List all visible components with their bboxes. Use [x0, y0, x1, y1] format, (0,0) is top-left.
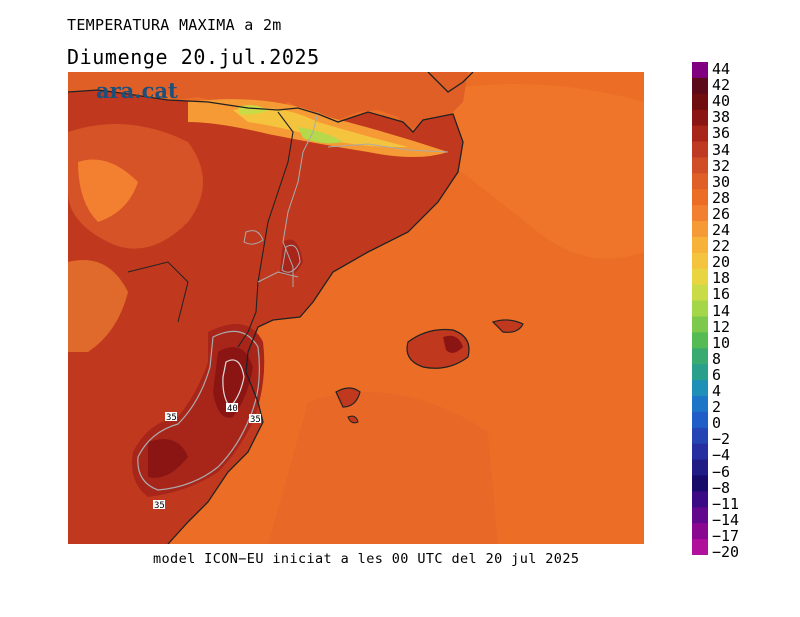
color-scale-label: −14 [712, 510, 740, 529]
contour-label-text: 40 [227, 404, 238, 414]
color-scale-label: 16 [712, 285, 731, 304]
color-scale-step [692, 284, 708, 302]
color-scale-label: 32 [712, 156, 731, 175]
contour-label-text: 35 [250, 415, 261, 425]
color-scale-labels: 44 42 40 38 36 34 32 30 28 26 24 22 20 18 16 14 12 10 8 6 4 2… [712, 62, 792, 560]
color-scale-label: 22 [712, 237, 731, 256]
color-scale-step [692, 252, 708, 270]
contour-label-text: 35 [154, 501, 165, 511]
region-border [327, 143, 449, 153]
highland-patch [78, 159, 138, 222]
pyrenees-high [233, 107, 408, 148]
color-scale-label: −2 [712, 430, 731, 449]
color-scale-step [692, 523, 708, 540]
color-scale-label: 26 [712, 204, 731, 223]
color-scale-label: 6 [712, 365, 722, 384]
extreme-region [148, 439, 188, 478]
ara-cat-logo: ara.cat [96, 78, 178, 103]
color-scale-label: −20 [712, 543, 740, 561]
color-scale-label: 2 [712, 398, 722, 417]
color-scale-label: 28 [712, 188, 731, 207]
color-scale-step [692, 459, 708, 477]
color-scale-label: 24 [712, 221, 731, 239]
color-scale-step [692, 364, 708, 381]
color-scale-step [692, 109, 708, 127]
temperature-map: 35 40 35 35 [68, 72, 644, 544]
color-scale-label: −17 [712, 526, 740, 545]
color-scale-label: 36 [712, 124, 731, 143]
color-scale-step [692, 205, 708, 222]
color-scale-label: 34 [712, 140, 731, 159]
color-scale-label: 4 [712, 382, 722, 400]
isotherm-35 [137, 330, 260, 491]
color-scale-step [692, 348, 708, 365]
extreme-region [213, 347, 253, 418]
region-border [237, 111, 294, 348]
region-border [257, 271, 299, 283]
color-scale-label: −11 [712, 494, 740, 513]
color-scale-label: 30 [712, 172, 731, 191]
coastline [68, 89, 464, 544]
color-scale-step [692, 395, 708, 413]
color-scale-step [692, 380, 708, 397]
color-scale-step [692, 443, 708, 461]
color-scale-step [692, 507, 708, 524]
sea-patch [268, 392, 498, 544]
color-scale-step [692, 411, 708, 429]
sea-patch [428, 84, 644, 259]
region-border [127, 261, 189, 323]
color-scale-step [692, 125, 708, 143]
color-scale-step [692, 539, 708, 555]
color-scale-step [692, 157, 708, 174]
map-title: TEMPERATURA MAXIMA a 2m [67, 16, 282, 34]
contour-label: 35 [249, 414, 261, 425]
color-scale-label: 18 [712, 269, 731, 288]
contour-label: 40 [226, 403, 238, 414]
color-scale-label: −8 [712, 478, 731, 497]
color-scale-step [692, 189, 708, 206]
color-scale-step [692, 475, 708, 492]
color-scale-step [692, 427, 708, 445]
ibiza-island [335, 387, 361, 408]
interior-patch [68, 260, 128, 352]
mallorca-hot [443, 335, 463, 353]
color-scale-step [692, 93, 708, 111]
color-scale-step [692, 221, 708, 238]
color-scale-label: −4 [712, 446, 731, 465]
menorca-island [491, 319, 524, 333]
contour-label: 35 [153, 500, 165, 511]
coastline [427, 72, 474, 93]
model-info: model ICON−EU iniciat a les 00 UTC del 2… [153, 551, 580, 567]
color-scale-label: −6 [712, 462, 731, 481]
color-scale-step [692, 62, 708, 79]
color-scale-label: 38 [712, 108, 731, 127]
color-scale-step [692, 77, 708, 95]
color-scale-step [692, 491, 708, 508]
region-border [282, 111, 319, 287]
contour-label: 35 [165, 412, 177, 423]
isotherm-35 [281, 244, 301, 273]
color-scale-step [692, 141, 708, 159]
isotherm-40 [222, 359, 245, 408]
color-scale-label: 40 [712, 92, 731, 111]
color-scale-step [692, 268, 708, 286]
contour-label-text: 35 [166, 413, 177, 423]
color-scale-label: 10 [712, 333, 731, 352]
color-scale-step [692, 236, 708, 254]
isotherm-35 [243, 230, 264, 245]
color-scale-step [692, 332, 708, 349]
color-scale-label: 12 [712, 317, 731, 336]
color-scale-label: 20 [712, 253, 731, 272]
color-scale-label: 8 [712, 349, 722, 368]
formentera-island [347, 415, 359, 424]
color-scale-label: 42 [712, 76, 731, 95]
color-scale-label: 44 [712, 60, 731, 78]
color-scale-bar [692, 62, 708, 555]
color-scale-step [692, 300, 708, 318]
color-scale-step [692, 173, 708, 190]
color-scale-label: 0 [712, 414, 722, 433]
color-scale-label: 14 [712, 301, 731, 320]
color-scale-step [692, 316, 708, 333]
map-date: Diumenge 20.jul.2025 [67, 45, 320, 69]
